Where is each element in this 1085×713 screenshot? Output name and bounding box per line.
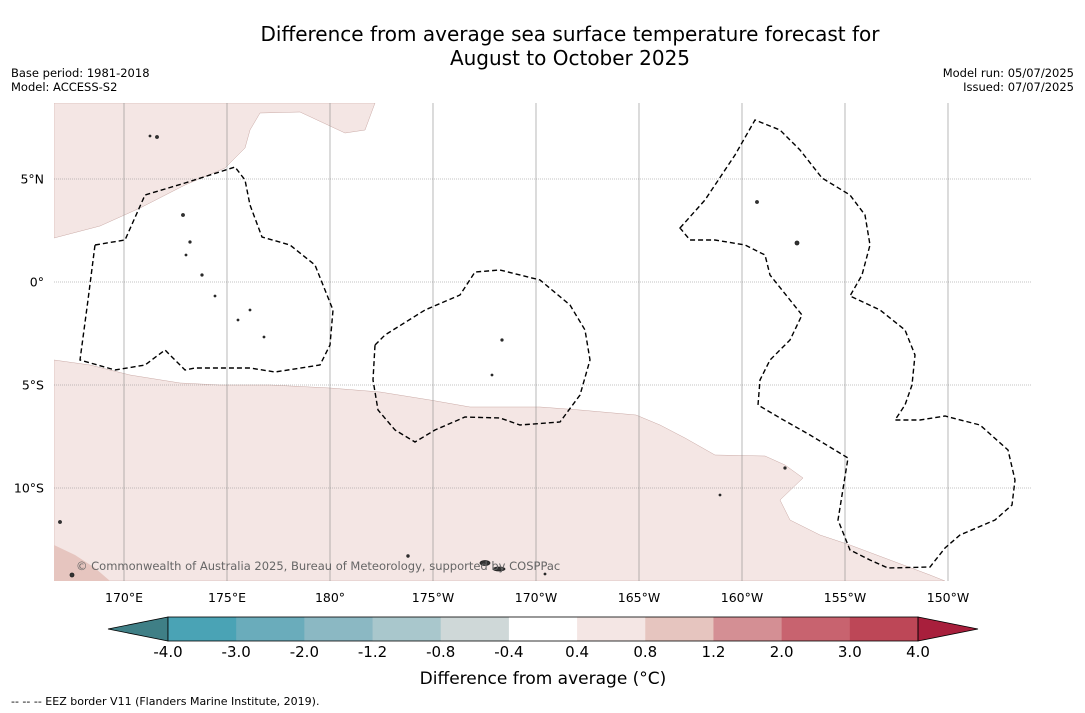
lon-label: 175°E bbox=[207, 590, 247, 605]
copyright-notice: © Commonwealth of Australia 2025, Bureau… bbox=[76, 559, 561, 573]
colorbar-tick-label: -4.0 bbox=[153, 643, 183, 661]
colorbar-cell bbox=[168, 617, 237, 641]
colorbar-tick-label: -1.2 bbox=[357, 643, 388, 661]
title-line-2: August to October 2025 bbox=[449, 46, 691, 70]
colorbar-cell bbox=[236, 617, 305, 641]
title-line-1: Difference from average sea surface temp… bbox=[260, 22, 880, 46]
lat-label: 5°S bbox=[21, 377, 44, 393]
lon-label: 155°W bbox=[823, 590, 867, 605]
meta-left: Base period: 1981-2018 Model: ACCESS-S2 bbox=[11, 66, 150, 94]
colorbar-cell bbox=[645, 617, 714, 641]
colorbar-extend-low bbox=[107, 616, 169, 642]
model-run-date: Model run: 05/07/2025 bbox=[942, 66, 1074, 80]
lon-label: 160°W bbox=[720, 590, 764, 605]
lon-label: 165°W bbox=[617, 590, 661, 605]
gridlines bbox=[54, 103, 1031, 581]
colorbar-cell bbox=[781, 617, 851, 641]
colorbar-tick-label: -0.8 bbox=[426, 643, 456, 661]
eez-borders bbox=[79, 119, 1016, 569]
lon-label: 175°W bbox=[411, 590, 455, 605]
colorbar-cell bbox=[440, 617, 510, 641]
lat-label: 0° bbox=[29, 274, 44, 290]
eez-kiribati-gilbert bbox=[79, 166, 334, 373]
lon-label: 150°W bbox=[926, 590, 970, 605]
colorbar-tick-label: 3.0 bbox=[837, 643, 862, 661]
colorbar-tick-label: -0.4 bbox=[494, 643, 524, 661]
eez-kiribati-phoenix bbox=[372, 269, 591, 443]
colorbar-cell bbox=[508, 617, 578, 641]
colorbar-tick-label: 0.8 bbox=[633, 643, 658, 661]
lon-label: 170°E bbox=[104, 590, 144, 605]
lat-label: 10°S bbox=[13, 480, 44, 496]
anomaly-region-warm-patch bbox=[54, 545, 110, 581]
colorbar-label: Difference from average (°C) bbox=[419, 669, 667, 689]
colorbar-tick-label: -3.0 bbox=[221, 643, 251, 661]
colorbar-cell bbox=[577, 617, 646, 641]
colorbar-extend-high bbox=[917, 616, 979, 642]
footnote: -- -- -- EEZ border V11 (Flanders Marine… bbox=[11, 695, 320, 708]
colorbar-tick-label: -2.0 bbox=[289, 643, 319, 661]
colorbar-tick-label: 4.0 bbox=[906, 643, 930, 661]
meta-right: Model run: 05/07/2025 Issued: 07/07/2025 bbox=[943, 66, 1074, 94]
issued-date: Issued: 07/07/2025 bbox=[963, 80, 1074, 94]
colorbar-tick-label: 2.0 bbox=[769, 643, 794, 661]
map-area bbox=[54, 103, 1031, 581]
lat-label: 5°N bbox=[20, 171, 44, 187]
colorbar-tick-label: 1.2 bbox=[701, 643, 726, 661]
colorbar-cell bbox=[849, 617, 919, 641]
islands bbox=[58, 134, 800, 578]
anomaly-region-north bbox=[54, 103, 376, 239]
model-name: Model: ACCESS-S2 bbox=[11, 80, 118, 94]
lon-label: 180° bbox=[314, 590, 346, 605]
base-period: Base period: 1981-2018 bbox=[11, 66, 150, 80]
colorbar-cell bbox=[304, 617, 374, 641]
lon-label: 170°W bbox=[514, 590, 558, 605]
colorbar-cell bbox=[372, 617, 442, 641]
map-title: Difference from average sea surface temp… bbox=[200, 22, 940, 70]
colorbar-cell bbox=[713, 617, 783, 641]
colorbar-tick-label: 0.4 bbox=[565, 643, 590, 661]
eez-kiribati-line bbox=[679, 119, 1016, 569]
